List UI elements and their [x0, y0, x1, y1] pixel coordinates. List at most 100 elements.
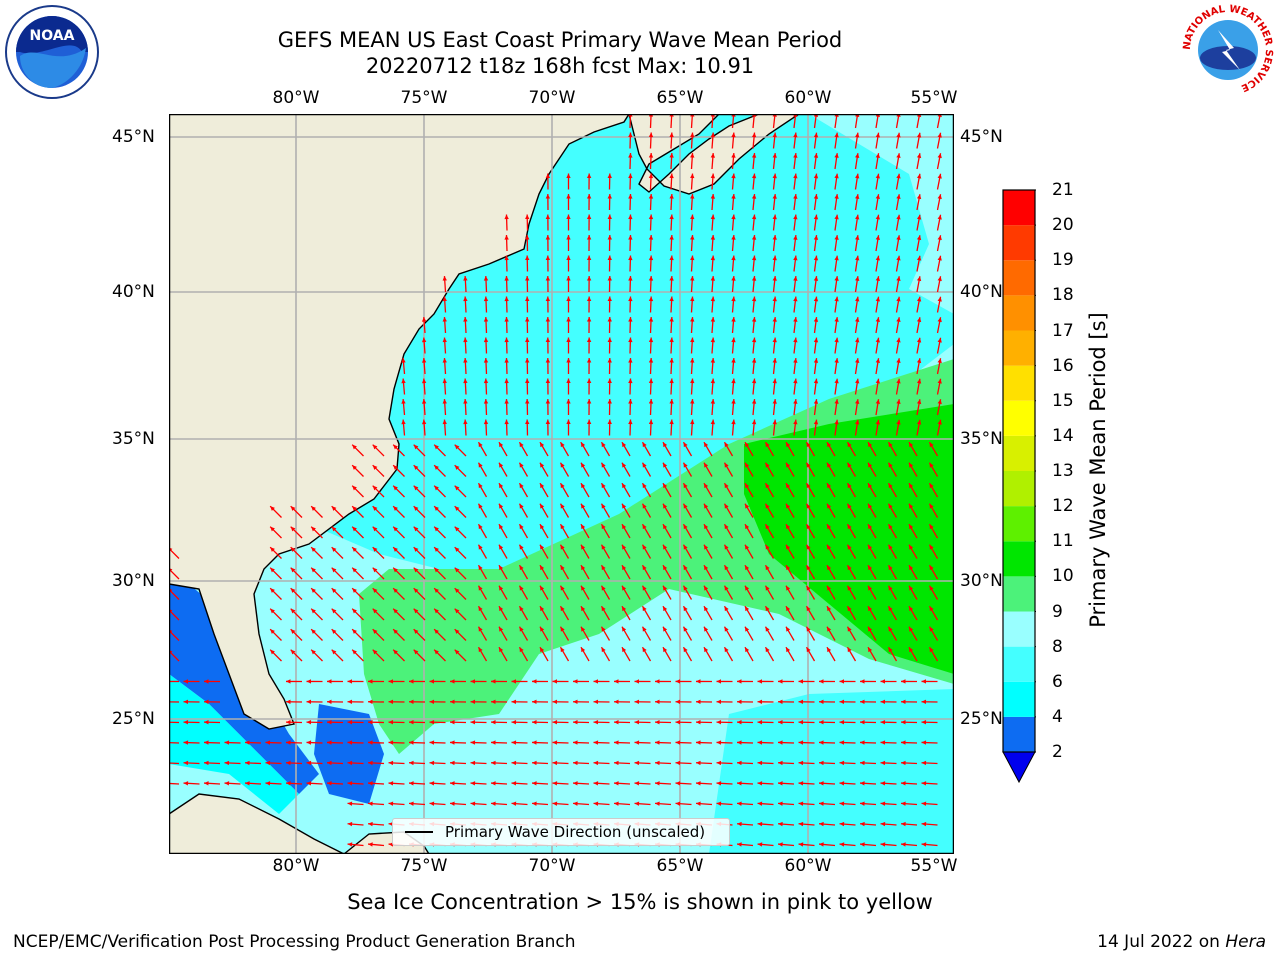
wave-direction-arrow [813, 173, 819, 190]
wave-direction-arrow [539, 564, 549, 580]
wave-direction-arrow [372, 608, 385, 621]
wave-direction-arrow [813, 419, 819, 436]
wave-direction-arrow [772, 153, 777, 170]
wave-direction-arrow [887, 482, 898, 498]
wave-direction-arrow [483, 275, 489, 293]
wave-direction-arrow [793, 173, 798, 190]
wave-direction-arrow [498, 544, 508, 559]
wave-direction-arrow [793, 194, 798, 211]
wave-direction-arrow [703, 523, 713, 539]
wave-direction-arrow [834, 153, 839, 170]
wave-direction-arrow [682, 523, 693, 539]
wave-direction-arrow [928, 646, 939, 662]
wave-direction-arrow [169, 680, 180, 683]
wave-direction-arrow [401, 378, 406, 395]
wave-direction-arrow [854, 214, 860, 231]
wave-direction-arrow [744, 482, 754, 498]
wave-direction-arrow [326, 740, 344, 745]
wave-direction-arrow [433, 546, 446, 559]
wave-direction-arrow [805, 605, 816, 621]
wave-direction-arrow [433, 649, 446, 662]
wave-direction-arrow [867, 544, 877, 559]
colorbar-tick-label: 19 [1052, 250, 1074, 271]
wave-direction-arrow [875, 337, 880, 354]
wave-direction-arrow [269, 608, 282, 621]
wave-direction-arrow [805, 626, 816, 641]
wave-direction-arrow [628, 378, 633, 395]
wave-direction-arrow [504, 357, 509, 375]
wave-direction-arrow [648, 255, 654, 272]
wave-direction-arrow [290, 505, 303, 518]
wave-direction-arrow [183, 781, 200, 786]
wave-direction-arrow [723, 564, 734, 580]
wave-direction-arrow [731, 317, 736, 334]
wave-direction-arrow [433, 485, 446, 498]
wave-direction-arrow [716, 740, 733, 745]
wave-direction-arrow [372, 628, 385, 641]
wave-direction-arrow [716, 781, 733, 786]
wave-direction-arrow [183, 760, 200, 766]
wave-direction-arrow [751, 276, 757, 293]
wave-direction-arrow [183, 679, 200, 684]
wave-direction-arrow [613, 679, 631, 684]
wave-direction-arrow [470, 781, 487, 786]
wave-direction-arrow [916, 419, 922, 436]
wave-direction-arrow [826, 482, 836, 498]
wave-direction-arrow [347, 720, 364, 725]
wave-direction-arrow [183, 699, 200, 705]
wave-direction-arrow [244, 740, 262, 745]
wave-direction-arrow [695, 699, 713, 705]
colorbar-segment [1003, 646, 1035, 682]
wave-direction-arrow [703, 564, 713, 580]
wave-direction-arrow [641, 605, 652, 621]
wave-direction-arrow [875, 194, 880, 211]
wave-direction-arrow [372, 485, 385, 498]
wave-direction-arrow [483, 296, 489, 313]
wave-direction-arrow [867, 441, 877, 457]
wave-direction-arrow [593, 740, 610, 745]
wave-direction-arrow [392, 464, 405, 477]
wave-direction-arrow [751, 378, 757, 395]
wave-direction-arrow [772, 337, 777, 354]
legend-line-swatch [405, 831, 433, 833]
wave-direction-arrow [310, 608, 323, 621]
wave-direction-arrow [392, 485, 405, 498]
wave-direction-arrow [306, 781, 323, 786]
wave-direction-arrow [586, 255, 592, 272]
wave-direction-arrow [634, 781, 651, 786]
wave-direction-arrow [483, 398, 489, 416]
wave-direction-arrow [449, 699, 467, 705]
wave-direction-arrow [880, 801, 897, 806]
wave-direction-arrow [669, 398, 674, 416]
wave-direction-arrow [736, 740, 754, 745]
wave-direction-arrow [875, 378, 880, 395]
wave-direction-arrow [703, 585, 713, 600]
wave-direction-arrow [798, 679, 815, 684]
wave-direction-arrow [777, 781, 795, 786]
wave-direction-arrow [628, 316, 633, 334]
wave-direction-arrow [580, 626, 590, 641]
colorbar-segment [1003, 576, 1035, 612]
wave-direction-arrow [580, 544, 590, 559]
wave-direction-arrow [757, 720, 774, 725]
wave-direction-arrow [634, 801, 651, 806]
wave-direction-arrow [518, 544, 529, 559]
map-frame [169, 114, 954, 854]
wave-direction-arrow [269, 567, 282, 580]
wave-direction-arrow [454, 526, 467, 539]
wave-direction-arrow [545, 398, 551, 416]
wave-direction-arrow [916, 194, 922, 211]
wave-direction-arrow [552, 801, 569, 806]
wave-direction-arrow [867, 564, 877, 580]
wave-direction-arrow [710, 193, 716, 211]
wave-direction-arrow [936, 378, 942, 395]
wave-direction-arrow [826, 503, 836, 518]
wave-direction-arrow [621, 462, 631, 477]
ocean-zone-11s [744, 404, 954, 674]
wave-direction-arrow [306, 760, 323, 766]
wave-direction-arrow [269, 649, 282, 662]
wave-direction-arrow [518, 585, 529, 600]
wave-direction-arrow [641, 626, 652, 641]
wave-direction-arrow [834, 132, 839, 149]
wave-direction-arrow [607, 419, 612, 436]
